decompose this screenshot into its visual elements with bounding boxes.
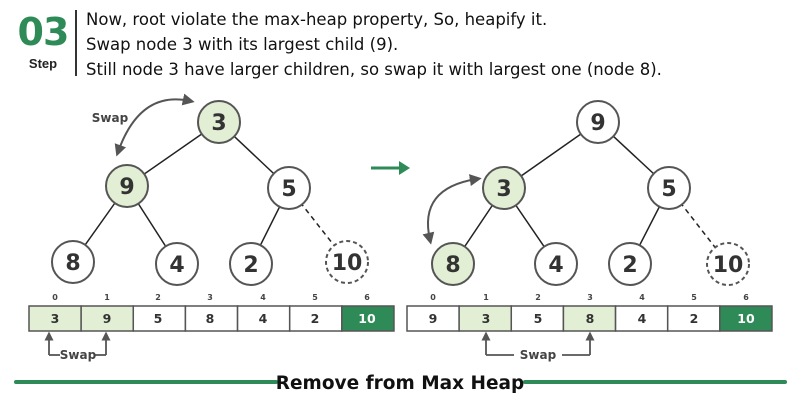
array-value: 3 bbox=[51, 311, 60, 326]
node-value: 8 bbox=[65, 251, 80, 276]
array-cell bbox=[184, 305, 239, 332]
description-line-2: Swap node 3 with its largest child (9). bbox=[86, 35, 399, 54]
tree-node: 2 bbox=[608, 242, 652, 286]
array-cell bbox=[614, 305, 669, 332]
node-value: 5 bbox=[661, 177, 676, 202]
array-index: 0 bbox=[52, 293, 58, 302]
array-value: 8 bbox=[206, 311, 215, 326]
node-value: 2 bbox=[622, 253, 637, 278]
array-cell bbox=[80, 305, 135, 332]
tree-node: 8 bbox=[431, 242, 475, 286]
array-index: 2 bbox=[535, 293, 541, 302]
array-index: 4 bbox=[260, 293, 266, 302]
array-value: 2 bbox=[690, 311, 699, 326]
swap-label: Swap bbox=[92, 111, 129, 125]
array-value: 4 bbox=[259, 311, 268, 326]
array-cell bbox=[406, 305, 460, 332]
array-cell bbox=[28, 305, 82, 332]
array-swap-label: Swap bbox=[60, 348, 97, 362]
description-line-1: Now, root violate the max-heap property,… bbox=[86, 10, 548, 29]
step-label: Step bbox=[28, 56, 58, 71]
array-value: 5 bbox=[534, 311, 543, 326]
transition-arrow-icon bbox=[371, 161, 410, 175]
right-tree: 9 3 5 8 4 2 10 bbox=[422, 100, 750, 286]
array-cell bbox=[562, 305, 617, 332]
tree-node: 4 bbox=[155, 242, 199, 286]
tree-node: 9 bbox=[576, 100, 620, 144]
tree-node: 8 bbox=[51, 240, 95, 284]
array-value-removed: 10 bbox=[358, 311, 376, 326]
tree-node: 9 bbox=[105, 164, 149, 208]
array-value: 4 bbox=[638, 311, 647, 326]
footer: Remove from Max Heap bbox=[14, 373, 787, 394]
edge-5-10-removed bbox=[288, 187, 348, 263]
tree-node: 3 bbox=[482, 166, 526, 210]
tree-node: 2 bbox=[229, 242, 273, 286]
node-value: 2 bbox=[243, 253, 258, 278]
array-index: 6 bbox=[743, 293, 749, 302]
array-index: 0 bbox=[430, 293, 436, 302]
array-swap-label: Swap bbox=[520, 348, 557, 362]
array-index: 5 bbox=[312, 293, 318, 302]
array-index: 1 bbox=[104, 293, 110, 302]
array-value-removed: 10 bbox=[737, 311, 755, 326]
array-value: 8 bbox=[586, 311, 595, 326]
array-value: 2 bbox=[311, 311, 320, 326]
tree-node: 5 bbox=[647, 166, 691, 210]
array-value: 5 bbox=[154, 311, 163, 326]
node-value: 3 bbox=[496, 177, 511, 202]
array-cell-removed bbox=[719, 305, 773, 332]
node-value: 9 bbox=[119, 175, 134, 200]
array-index: 3 bbox=[207, 293, 213, 302]
node-value: 4 bbox=[169, 253, 184, 278]
edge-5-10-removed bbox=[668, 187, 729, 265]
footer-title: Remove from Max Heap bbox=[276, 373, 524, 394]
node-value: 5 bbox=[281, 177, 296, 202]
node-value: 9 bbox=[590, 111, 605, 136]
tree-node-removed: 10 bbox=[325, 240, 369, 284]
array-value: 9 bbox=[103, 311, 112, 326]
step-divider bbox=[75, 10, 77, 76]
array-index: 5 bbox=[691, 293, 697, 302]
array-index: 6 bbox=[364, 293, 370, 302]
node-value: 8 bbox=[445, 253, 460, 278]
tree-node-removed: 10 bbox=[706, 242, 750, 286]
node-value: 3 bbox=[211, 111, 226, 136]
swap-arrow bbox=[422, 174, 482, 245]
swap-arrow bbox=[114, 93, 195, 157]
node-value: 10 bbox=[713, 253, 744, 278]
tree-node: 3 bbox=[197, 100, 241, 144]
node-value: 4 bbox=[548, 253, 563, 278]
node-value: 10 bbox=[332, 251, 363, 276]
array-value: 3 bbox=[482, 311, 491, 326]
step-number: 03 bbox=[17, 10, 70, 54]
array-index: 4 bbox=[639, 293, 645, 302]
description-line-3: Still node 3 have larger children, so sw… bbox=[86, 60, 662, 79]
tree-node: 4 bbox=[534, 242, 578, 286]
array-cell-removed bbox=[341, 305, 395, 332]
array-index: 3 bbox=[587, 293, 593, 302]
array-value: 9 bbox=[429, 311, 438, 326]
array-index: 1 bbox=[483, 293, 489, 302]
array-cell bbox=[458, 305, 513, 332]
array-cell bbox=[132, 305, 187, 332]
right-array: 0 1 2 3 4 5 6 9 3 5 8 4 2 10 Swap bbox=[406, 293, 773, 362]
left-array: 0 1 2 3 4 5 6 3 9 5 8 4 2 10 Swap bbox=[28, 293, 395, 362]
tree-node: 5 bbox=[267, 166, 311, 210]
left-tree: 3 9 5 8 4 2 10 Swap bbox=[51, 93, 369, 286]
array-index: 2 bbox=[155, 293, 161, 302]
array-cell bbox=[236, 305, 291, 332]
